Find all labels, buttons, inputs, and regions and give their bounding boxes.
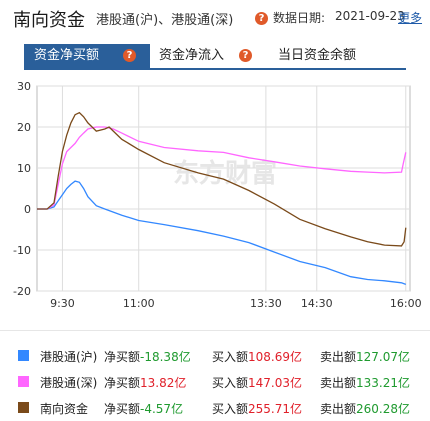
tab-net-buy-label: 资金净买额 <box>34 48 100 63</box>
legend-net-value: 13.82亿 <box>140 376 187 390</box>
legend-sell-label: 卖出额 <box>320 376 357 390</box>
page-title: 南向资金 <box>13 10 85 31</box>
legend-sell-label: 卖出额 <box>320 350 357 364</box>
legend-net-label: 净买额 <box>104 376 141 390</box>
date-value: 2021-09-23 <box>335 9 405 23</box>
series-line-2 <box>37 111 407 247</box>
legend-buy-value: 147.03亿 <box>248 376 303 390</box>
legend-sell-value: 127.07亿 <box>356 350 411 364</box>
legend-sell: 卖出额133.21亿 <box>320 374 410 391</box>
series-line-0 <box>37 180 407 286</box>
legend-net-label: 净买额 <box>104 350 141 364</box>
y-tick-label: 10 <box>17 162 31 175</box>
legend-buy-label: 买入额 <box>212 350 249 364</box>
y-tick-label: -20 <box>13 285 31 298</box>
tab-net-inflow-label: 资金净流入 <box>159 48 225 63</box>
legend-buy-value: 108.69亿 <box>248 350 303 364</box>
series-line-1 <box>37 126 407 210</box>
header: 南向资金 港股通(沪)、港股通(深) ? 数据日期: 2021-09-23 更多 <box>0 0 430 34</box>
series-lines <box>37 111 407 286</box>
separator <box>0 330 430 331</box>
y-tick-label: -10 <box>13 244 31 257</box>
legend-buy: 买入额108.69亿 <box>212 348 302 365</box>
tab-daily-balance-label: 当日资金余额 <box>278 48 357 63</box>
legend-row-shen: 港股通(深) 净买额13.82亿 买入额147.03亿 卖出额133.21亿 <box>0 370 430 394</box>
watermark: 东方财富 <box>173 158 277 189</box>
tab-net-buy[interactable]: 资金净买额 ? <box>24 44 150 68</box>
legend-sell-value: 260.28亿 <box>356 402 411 416</box>
plot-frame <box>36 85 411 292</box>
legend-buy-value: 255.71亿 <box>248 402 303 416</box>
legend-swatch-shen <box>18 376 29 387</box>
legend-sell-label: 卖出额 <box>320 402 357 416</box>
legend-buy: 买入额255.71亿 <box>212 400 302 417</box>
legend-swatch-hu <box>18 350 29 361</box>
legend-row-hu: 港股通(沪) 净买额-18.38亿 买入额108.69亿 卖出额127.07亿 <box>0 344 430 368</box>
legend-buy-label: 买入额 <box>212 376 249 390</box>
tab-underline <box>24 68 406 70</box>
legend-net: 净买额-4.57亿 <box>104 400 183 417</box>
x-tick-label: 9:30 <box>50 297 75 310</box>
legend-name: 港股通(沪) <box>40 350 98 364</box>
tab-bar: 资金净买额 ? 资金净流入 ? 当日资金余额 <box>24 44 414 68</box>
chart: 东方财富 30 20 10 0 -10 -20 9:30 11:00 13:30 14:30 16… <box>13 80 422 310</box>
legend-name: 南向资金 <box>40 402 89 416</box>
legend-net: 净买额13.82亿 <box>104 374 186 391</box>
legend-net-value: -18.38亿 <box>140 350 191 364</box>
legend-net: 净买额-18.38亿 <box>104 348 191 365</box>
x-axis-ticks: 9:30 11:00 13:30 14:30 16:00 <box>50 297 422 310</box>
x-tick-label: 11:00 <box>123 297 155 310</box>
tab-net-inflow-help-icon[interactable]: ? <box>239 49 252 62</box>
y-tick-label: 20 <box>17 121 31 134</box>
y-axis-ticks: 30 20 10 0 -10 -20 <box>13 80 31 298</box>
legend-net-label: 净买额 <box>104 402 141 416</box>
y-tick-label: 30 <box>17 80 31 93</box>
watermark-text: 东方财富 <box>173 158 277 189</box>
legend-sell: 卖出额127.07亿 <box>320 348 410 365</box>
legend-sell: 卖出额260.28亿 <box>320 400 410 417</box>
x-tick-label: 13:30 <box>250 297 282 310</box>
help-icon[interactable]: ? <box>255 12 268 25</box>
subtitle: 港股通(沪)、港股通(深) <box>96 13 234 28</box>
tab-net-buy-help-icon[interactable]: ? <box>123 49 136 62</box>
tab-daily-balance[interactable]: 当日资金余额 <box>278 44 356 68</box>
x-tick-label: 14:30 <box>301 297 333 310</box>
grid <box>36 85 411 292</box>
y-tick-label: 0 <box>24 203 31 216</box>
date-label: 数据日期: <box>273 11 326 25</box>
more-link[interactable]: 更多 <box>398 11 423 25</box>
x-tick-label: 16:00 <box>390 297 422 310</box>
legend-buy-label: 买入额 <box>212 402 249 416</box>
tab-net-inflow[interactable]: 资金净流入 ? <box>159 44 252 68</box>
legend-swatch-total <box>18 402 29 413</box>
legend-buy: 买入额147.03亿 <box>212 374 302 391</box>
legend-sell-value: 133.21亿 <box>356 376 411 390</box>
legend-net-value: -4.57亿 <box>140 402 184 416</box>
legend-name: 港股通(深) <box>40 376 98 390</box>
legend-row-total: 南向资金 净买额-4.57亿 买入额255.71亿 卖出额260.28亿 <box>0 396 430 420</box>
